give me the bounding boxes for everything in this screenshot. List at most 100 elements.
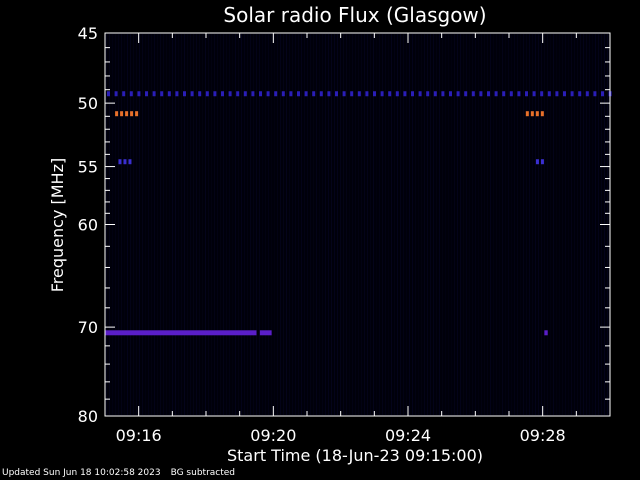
noise-stripe [244, 34, 245, 415]
band-dot [570, 91, 574, 97]
noise-stripe [505, 34, 506, 415]
band-dot [160, 91, 164, 97]
band-dot [509, 91, 513, 97]
band-dot [304, 91, 308, 97]
band-segment [544, 330, 548, 336]
band-dot [418, 91, 422, 97]
noise-stripe [115, 34, 116, 415]
band-dot [281, 91, 285, 97]
burst-spot [120, 111, 124, 117]
noise-stripe [274, 34, 275, 415]
noise-stripe [226, 34, 227, 415]
noise-stripe [526, 34, 527, 415]
noise-stripe [385, 34, 386, 415]
noise-stripe [409, 34, 410, 415]
noise-stripe [133, 34, 134, 415]
noise-stripe [397, 34, 398, 415]
burst-spot [125, 111, 129, 117]
noise-stripe [517, 34, 518, 415]
band-dot [471, 91, 475, 97]
x-tick-label: 09:16 [116, 426, 162, 445]
band-dot [456, 91, 460, 97]
band-dot [555, 91, 559, 97]
noise-stripe [472, 34, 473, 415]
band-dot [129, 91, 133, 97]
noise-stripe [346, 34, 347, 415]
band-dot [236, 91, 240, 97]
noise-stripe [373, 34, 374, 415]
footer-updated: Updated Sun Jun 18 10:02:58 2023 [2, 468, 161, 478]
noise-stripe [532, 34, 533, 415]
noise-stripe [250, 34, 251, 415]
noise-stripe [457, 34, 458, 415]
noise-stripe [310, 34, 311, 415]
band-dot [388, 91, 392, 97]
band-dot [183, 91, 186, 97]
noise-stripe [124, 34, 125, 415]
noise-stripe [523, 34, 524, 415]
band-dot [114, 91, 118, 97]
noise-stripe [169, 34, 170, 415]
noise-stripe [439, 34, 440, 415]
band-dot [122, 91, 126, 97]
noise-stripe [328, 34, 329, 415]
chart-title: Solar radio Flux (Glasgow) [223, 3, 486, 27]
y-axis-label: Frequency [MHz] [48, 158, 67, 292]
noise-stripe [571, 34, 572, 415]
band-dot [357, 91, 361, 97]
noise-stripe [451, 34, 452, 415]
noise-stripe [211, 34, 212, 415]
band-dot [585, 91, 589, 97]
noise-stripe [469, 34, 470, 415]
noise-stripe [580, 34, 581, 415]
noise-stripe [562, 34, 563, 415]
noise-layer [106, 34, 608, 415]
noise-stripe [388, 34, 389, 415]
burst-spot [530, 111, 534, 117]
noise-stripe [574, 34, 575, 415]
x-axis: 09:16 09:20 09:24 09:28 [104, 33, 611, 445]
noise-stripe [295, 34, 296, 415]
noise-stripe [367, 34, 368, 415]
burst-spot [128, 159, 132, 165]
noise-stripe [262, 34, 263, 415]
band-dot [259, 91, 262, 97]
noise-stripe [511, 34, 512, 415]
noise-stripe [541, 34, 542, 415]
band-dot [547, 91, 551, 97]
band-dot [228, 91, 232, 97]
noise-stripe [163, 34, 164, 415]
y-tick-label: 70 [78, 318, 98, 337]
y-tick-label: 45 [78, 24, 98, 43]
noise-stripe [418, 34, 419, 415]
noise-stripe [415, 34, 416, 415]
band-dot [502, 91, 506, 97]
noise-stripe [478, 34, 479, 415]
noise-stripe [208, 34, 209, 415]
noise-stripe [304, 34, 305, 415]
noise-stripe [520, 34, 521, 415]
noise-stripe [430, 34, 431, 415]
noise-stripe [136, 34, 137, 415]
noise-stripe [565, 34, 566, 415]
y-tick-label: 60 [78, 216, 98, 235]
noise-stripe [595, 34, 596, 415]
noise-stripe [550, 34, 551, 415]
noise-stripe [277, 34, 278, 415]
noise-stripe [289, 34, 290, 415]
band-dot [289, 91, 293, 97]
noise-stripe [556, 34, 557, 415]
band-dot [517, 91, 521, 97]
noise-stripe [190, 34, 191, 415]
band-dot [327, 91, 331, 97]
burst-spot [123, 159, 127, 165]
noise-stripe [232, 34, 233, 415]
x-axis-label: Start Time (18-Jun-23 09:15:00) [227, 446, 483, 465]
noise-stripe [406, 34, 407, 415]
noise-stripe [553, 34, 554, 415]
features-layer [105, 91, 612, 336]
band-dot [464, 91, 468, 97]
noise-stripe [214, 34, 215, 415]
burst-spot [535, 111, 539, 117]
